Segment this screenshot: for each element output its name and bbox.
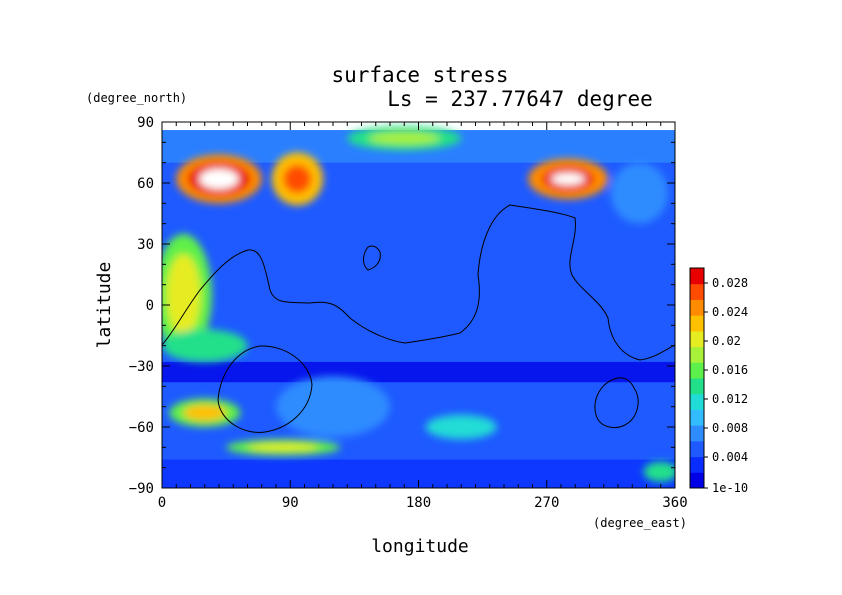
- stress-region-14: [183, 404, 227, 421]
- stress-region-17: [425, 414, 497, 440]
- colorbar-swatch: [690, 472, 704, 489]
- y-tick-label: 30: [137, 237, 154, 253]
- stress-region-4: [283, 164, 312, 194]
- x-tick-label: 90: [282, 495, 299, 511]
- y-tick-label: −30: [129, 359, 154, 375]
- contour-line-hellas: [217, 345, 313, 433]
- colorbar: 0.028 0.024 0.02 0.016 0.012 0.008 0.004 1e-10: [689, 267, 748, 495]
- colorbar-swatch: [690, 362, 704, 379]
- stress-region-7: [551, 172, 586, 186]
- colorbar-swatch: [690, 299, 704, 316]
- colorbar-swatch: [690, 330, 704, 348]
- y-tick-label: 90: [137, 115, 154, 131]
- colorbar-label: 0.004: [712, 450, 748, 464]
- colorbar-swatch: [690, 268, 704, 285]
- y-tick-label: 0: [146, 298, 154, 314]
- colorbar-label: 0.028: [712, 276, 748, 290]
- contour-line-tharsis: [162, 204, 675, 361]
- contour-line-argyre: [594, 377, 639, 428]
- colorbar-label: 0.008: [712, 421, 748, 435]
- stress-region-12: [162, 329, 248, 362]
- colorbar-swatch: [690, 456, 704, 473]
- colorbar-swatch: [690, 409, 704, 426]
- stress-regions: [162, 126, 675, 482]
- colorbar-label: 0.02: [712, 334, 741, 348]
- colorbar-swatch: [690, 346, 704, 363]
- x-units-label: (degree_east): [593, 516, 687, 530]
- axis-ticks: 0 90 180 270 360 90 60 30 0 −30 −60 −90: [129, 115, 688, 511]
- colorbar-swatch: [690, 440, 704, 458]
- y-tick-label: 60: [137, 176, 154, 192]
- colorbar-swatch: [690, 393, 704, 410]
- plot-area: [162, 122, 675, 488]
- x-axis-label: longitude: [371, 536, 469, 557]
- x-tick-label: 0: [158, 495, 166, 511]
- stress-region-2: [199, 168, 239, 190]
- x-tick-label: 180: [406, 495, 431, 511]
- stress-region-20: [276, 376, 390, 438]
- colorbar-frame: [689, 267, 705, 489]
- colorbar-label: 0.024: [712, 305, 748, 319]
- lat-band-2: [162, 361, 675, 383]
- y-tick-label: −60: [129, 420, 154, 436]
- x-tick-label: 270: [534, 495, 559, 511]
- y-axis-label: latitude: [94, 262, 115, 349]
- chart-title: surface stress: [331, 63, 508, 87]
- colorbar-swatch: [690, 378, 704, 395]
- stress-region-9: [368, 132, 440, 145]
- y-tick-label: −90: [129, 481, 154, 497]
- colorbar-swatch: [690, 315, 704, 332]
- contour-line-elysium: [363, 245, 381, 271]
- topography-contours: [162, 204, 675, 433]
- stress-region-19: [610, 162, 668, 224]
- chart-subtitle: Ls = 237.77647 degree: [387, 87, 653, 111]
- y-units-label: (degree_north): [86, 91, 187, 105]
- colorbar-swatch: [690, 283, 704, 300]
- stress-region-18: [643, 461, 675, 482]
- colorbar-label: 1e-10: [712, 481, 748, 495]
- colorbar-swatch: [690, 425, 704, 442]
- colorbar-label: 0.016: [712, 363, 748, 377]
- colorbar-label: 0.012: [712, 392, 748, 406]
- stress-region-16: [247, 443, 319, 452]
- stress-region-11: [166, 254, 201, 336]
- x-tick-label: 360: [662, 495, 687, 511]
